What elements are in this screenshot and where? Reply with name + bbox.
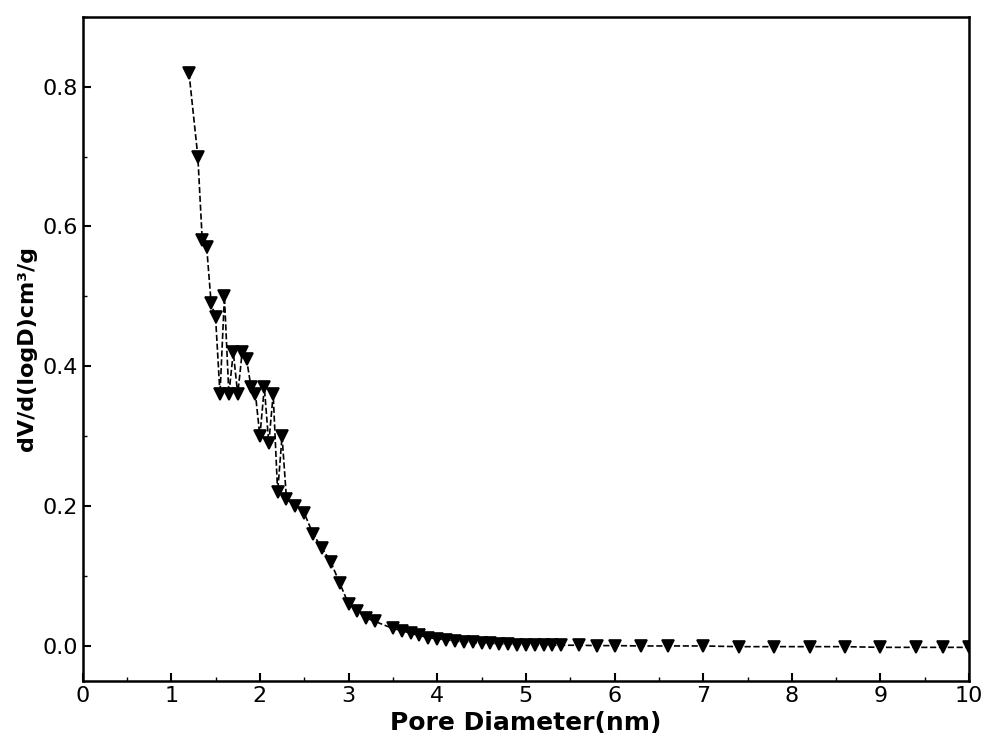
X-axis label: Pore Diameter(nm): Pore Diameter(nm) xyxy=(390,711,662,735)
Y-axis label: dV/d(logD)cm³/g: dV/d(logD)cm³/g xyxy=(17,247,37,451)
